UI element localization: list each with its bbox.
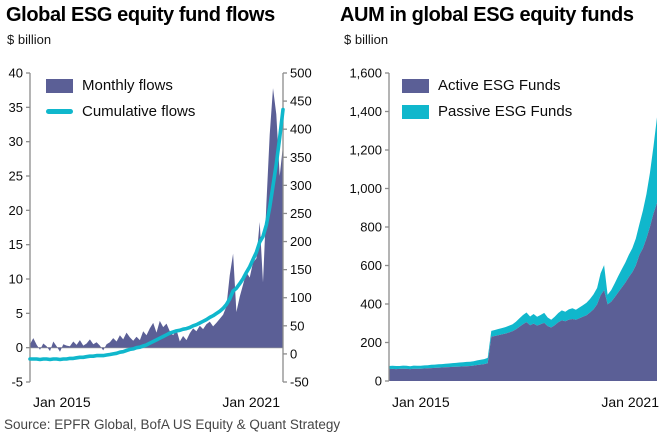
x-axis-label-jan-2015: Jan 2015 xyxy=(33,394,91,410)
monthly-flows-area xyxy=(30,88,283,352)
y-axis-tick-label: 0 xyxy=(375,374,382,389)
y-axis-tick-label: 800 xyxy=(360,220,382,235)
cumulative-flows-line xyxy=(28,107,285,362)
left-axis-tick-label: 10 xyxy=(9,272,23,287)
left-axis-tick-label: 0 xyxy=(16,340,23,355)
flows-chart-plot: 4035302520151050-55004504003503002502001… xyxy=(9,66,312,411)
source-note: Source: EPFR Global, BofA US Equity & Qu… xyxy=(4,417,341,432)
right-axis-tick-label: 400 xyxy=(290,122,312,137)
passive-esg-funds-swatch-icon xyxy=(402,104,429,119)
right-axis-tick-label: 100 xyxy=(290,290,312,305)
right-axis-tick-label: 500 xyxy=(290,66,312,81)
left-axis-tick-label: 15 xyxy=(9,237,23,252)
x-axis-label-jan-2021: Jan 2021 xyxy=(222,394,280,410)
flows-unit-label: $ billion xyxy=(7,32,52,47)
aum-chart-plot: 1,600 1,400 1,200 1,000 800 600 400 200 0 Jan 201… xyxy=(349,66,659,411)
y-axis-tick-label: 200 xyxy=(360,335,382,350)
right-axis-tick-label: 150 xyxy=(290,262,312,277)
right-axis-tick-label: 350 xyxy=(290,150,312,165)
x-axis-label-jan-2021: Jan 2021 xyxy=(601,394,659,410)
y-axis-tick-label: 1,200 xyxy=(349,143,382,158)
aum-chart-panel: AUM in global ESG equity funds $ billion… xyxy=(330,0,660,440)
monthly-flows-legend-label: Monthly flows xyxy=(82,77,173,94)
y-axis-tick-label: 600 xyxy=(360,258,382,273)
right-axis-tick-label: 300 xyxy=(290,178,312,193)
passive-esg-funds-area xyxy=(389,117,657,370)
left-axis-tick-label: 35 xyxy=(9,100,23,115)
right-axis-tick-label: 200 xyxy=(290,234,312,249)
active-esg-funds-area xyxy=(389,202,657,381)
y-axis-tick-label: 400 xyxy=(360,297,382,312)
y-axis-tick-label: 1,000 xyxy=(349,181,382,196)
aum-unit-label: $ billion xyxy=(344,32,389,47)
y-axis-tick-label: 1,400 xyxy=(349,104,382,119)
passive-esg-funds-legend-label: Passive ESG Funds xyxy=(438,103,573,120)
legend-item-cumulative-flows: Cumulative flows xyxy=(46,103,195,120)
active-esg-funds-legend-label: Active ESG Funds xyxy=(438,77,561,94)
flows-chart-panel: Global ESG equity fund flows $ billion 4… xyxy=(6,4,312,411)
left-axis-tick-label: 25 xyxy=(9,169,23,184)
left-axis-tick-label: 20 xyxy=(9,203,23,218)
right-axis-tick-label: 0 xyxy=(290,346,297,361)
legend-item-passive-esg-funds: Passive ESG Funds xyxy=(402,103,572,120)
cumulative-flows-swatch-icon xyxy=(46,109,73,114)
y-axis-tick-label: 1,600 xyxy=(349,66,382,81)
flows-chart-title: Global ESG equity fund flows xyxy=(6,4,275,26)
aum-chart-legend: Active ESG Funds Passive ESG Funds xyxy=(402,77,572,120)
right-axis-tick-label: 50 xyxy=(290,318,304,333)
monthly-flows-swatch-icon xyxy=(46,78,73,93)
right-axis-tick-label: 250 xyxy=(290,206,312,221)
left-axis-tick-label: 5 xyxy=(16,306,23,321)
left-axis-tick-label: -5 xyxy=(11,375,23,390)
aum-chart-title: AUM in global ESG equity funds xyxy=(340,4,634,26)
legend-item-monthly-flows: Monthly flows xyxy=(46,77,195,94)
cumulative-flows-legend-label: Cumulative flows xyxy=(82,103,196,120)
right-axis-tick-label: -50 xyxy=(290,375,309,390)
flows-chart-legend: Monthly flows Cumulative flows xyxy=(46,77,195,120)
legend-item-active-esg-funds: Active ESG Funds xyxy=(402,77,572,94)
active-esg-funds-swatch-icon xyxy=(402,78,429,93)
right-axis-tick-label: 450 xyxy=(290,94,312,109)
x-axis-label-jan-2015: Jan 2015 xyxy=(392,394,450,410)
left-axis-tick-label: 40 xyxy=(9,66,23,81)
left-axis-tick-label: 30 xyxy=(9,134,23,149)
